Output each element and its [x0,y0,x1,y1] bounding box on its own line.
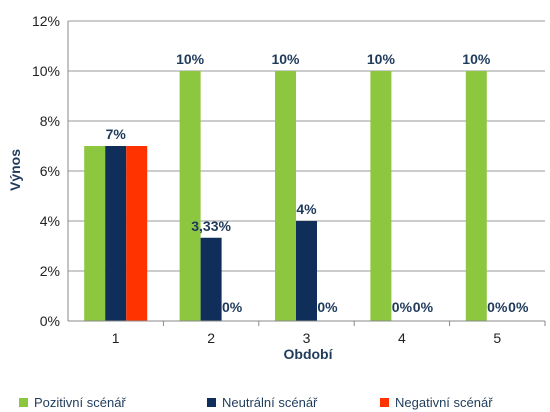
y-tick-label: 10% [32,63,60,79]
bars [84,71,487,321]
y-tick-label: 2% [40,263,60,279]
bar-pozitivní-scénář-2 [179,71,201,321]
y-tick-label: 12% [32,13,60,29]
y-axis-title: Výnos [7,149,23,191]
x-tick-label: 4 [398,330,406,346]
data-label: 0% [413,299,434,315]
legend-swatch [19,398,28,407]
legend-swatch [207,398,216,407]
bar-pozitivní-scénář-1 [84,146,106,321]
x-tick-label: 1 [112,330,120,346]
data-label: 0% [222,299,243,315]
y-axis-ticks: 0% 2% 4% 6% 8% 10% 12% [32,13,60,329]
bar-pozitivní-scénář-5 [465,71,487,321]
bar-neutrální-scénář-2 [200,237,222,321]
bar-pozitivní-scénář-3 [275,71,296,321]
data-label: 10% [367,51,396,67]
legend-entry: Pozitivní scénář [34,395,126,410]
legend-entry: Neutrální scénář [222,395,318,410]
data-label: 10% [176,51,205,67]
data-label: 3,33% [191,218,231,234]
bar-neutrální-scénář-3 [296,221,317,321]
data-label: 0% [508,299,529,315]
y-tick-label: 0% [40,313,60,329]
data-label: 0% [317,299,338,315]
bar-pozitivní-scénář-4 [370,71,392,321]
data-label: 4% [296,201,317,217]
legend-entry: Negativní scénář [395,395,493,410]
data-label: 0% [487,299,508,315]
legend-swatch [380,398,389,407]
y-tick-label: 4% [40,213,60,229]
data-label: 7% [106,126,127,142]
x-axis-title: Období [284,346,334,362]
data-labels: 7%10%3,33%0%10%4%0%10%0% 0%10%0% 0% [106,51,529,315]
data-label: 10% [271,51,300,67]
x-axis-ticks: 1 2 3 4 5 [112,321,546,346]
y-tick-label: 8% [40,113,60,129]
data-label: 10% [462,51,491,67]
legend: Pozitivní scénář Neutrální scénář Negativn… [19,395,493,410]
y-tick-label: 6% [40,163,60,179]
x-tick-label: 2 [207,330,215,346]
x-tick-label: 5 [493,330,501,346]
data-label: 0% [392,299,413,315]
bar-neutrální-scénář-1 [105,146,127,321]
x-tick-label: 3 [303,330,311,346]
bar-negativní-scénář-1 [126,146,148,321]
